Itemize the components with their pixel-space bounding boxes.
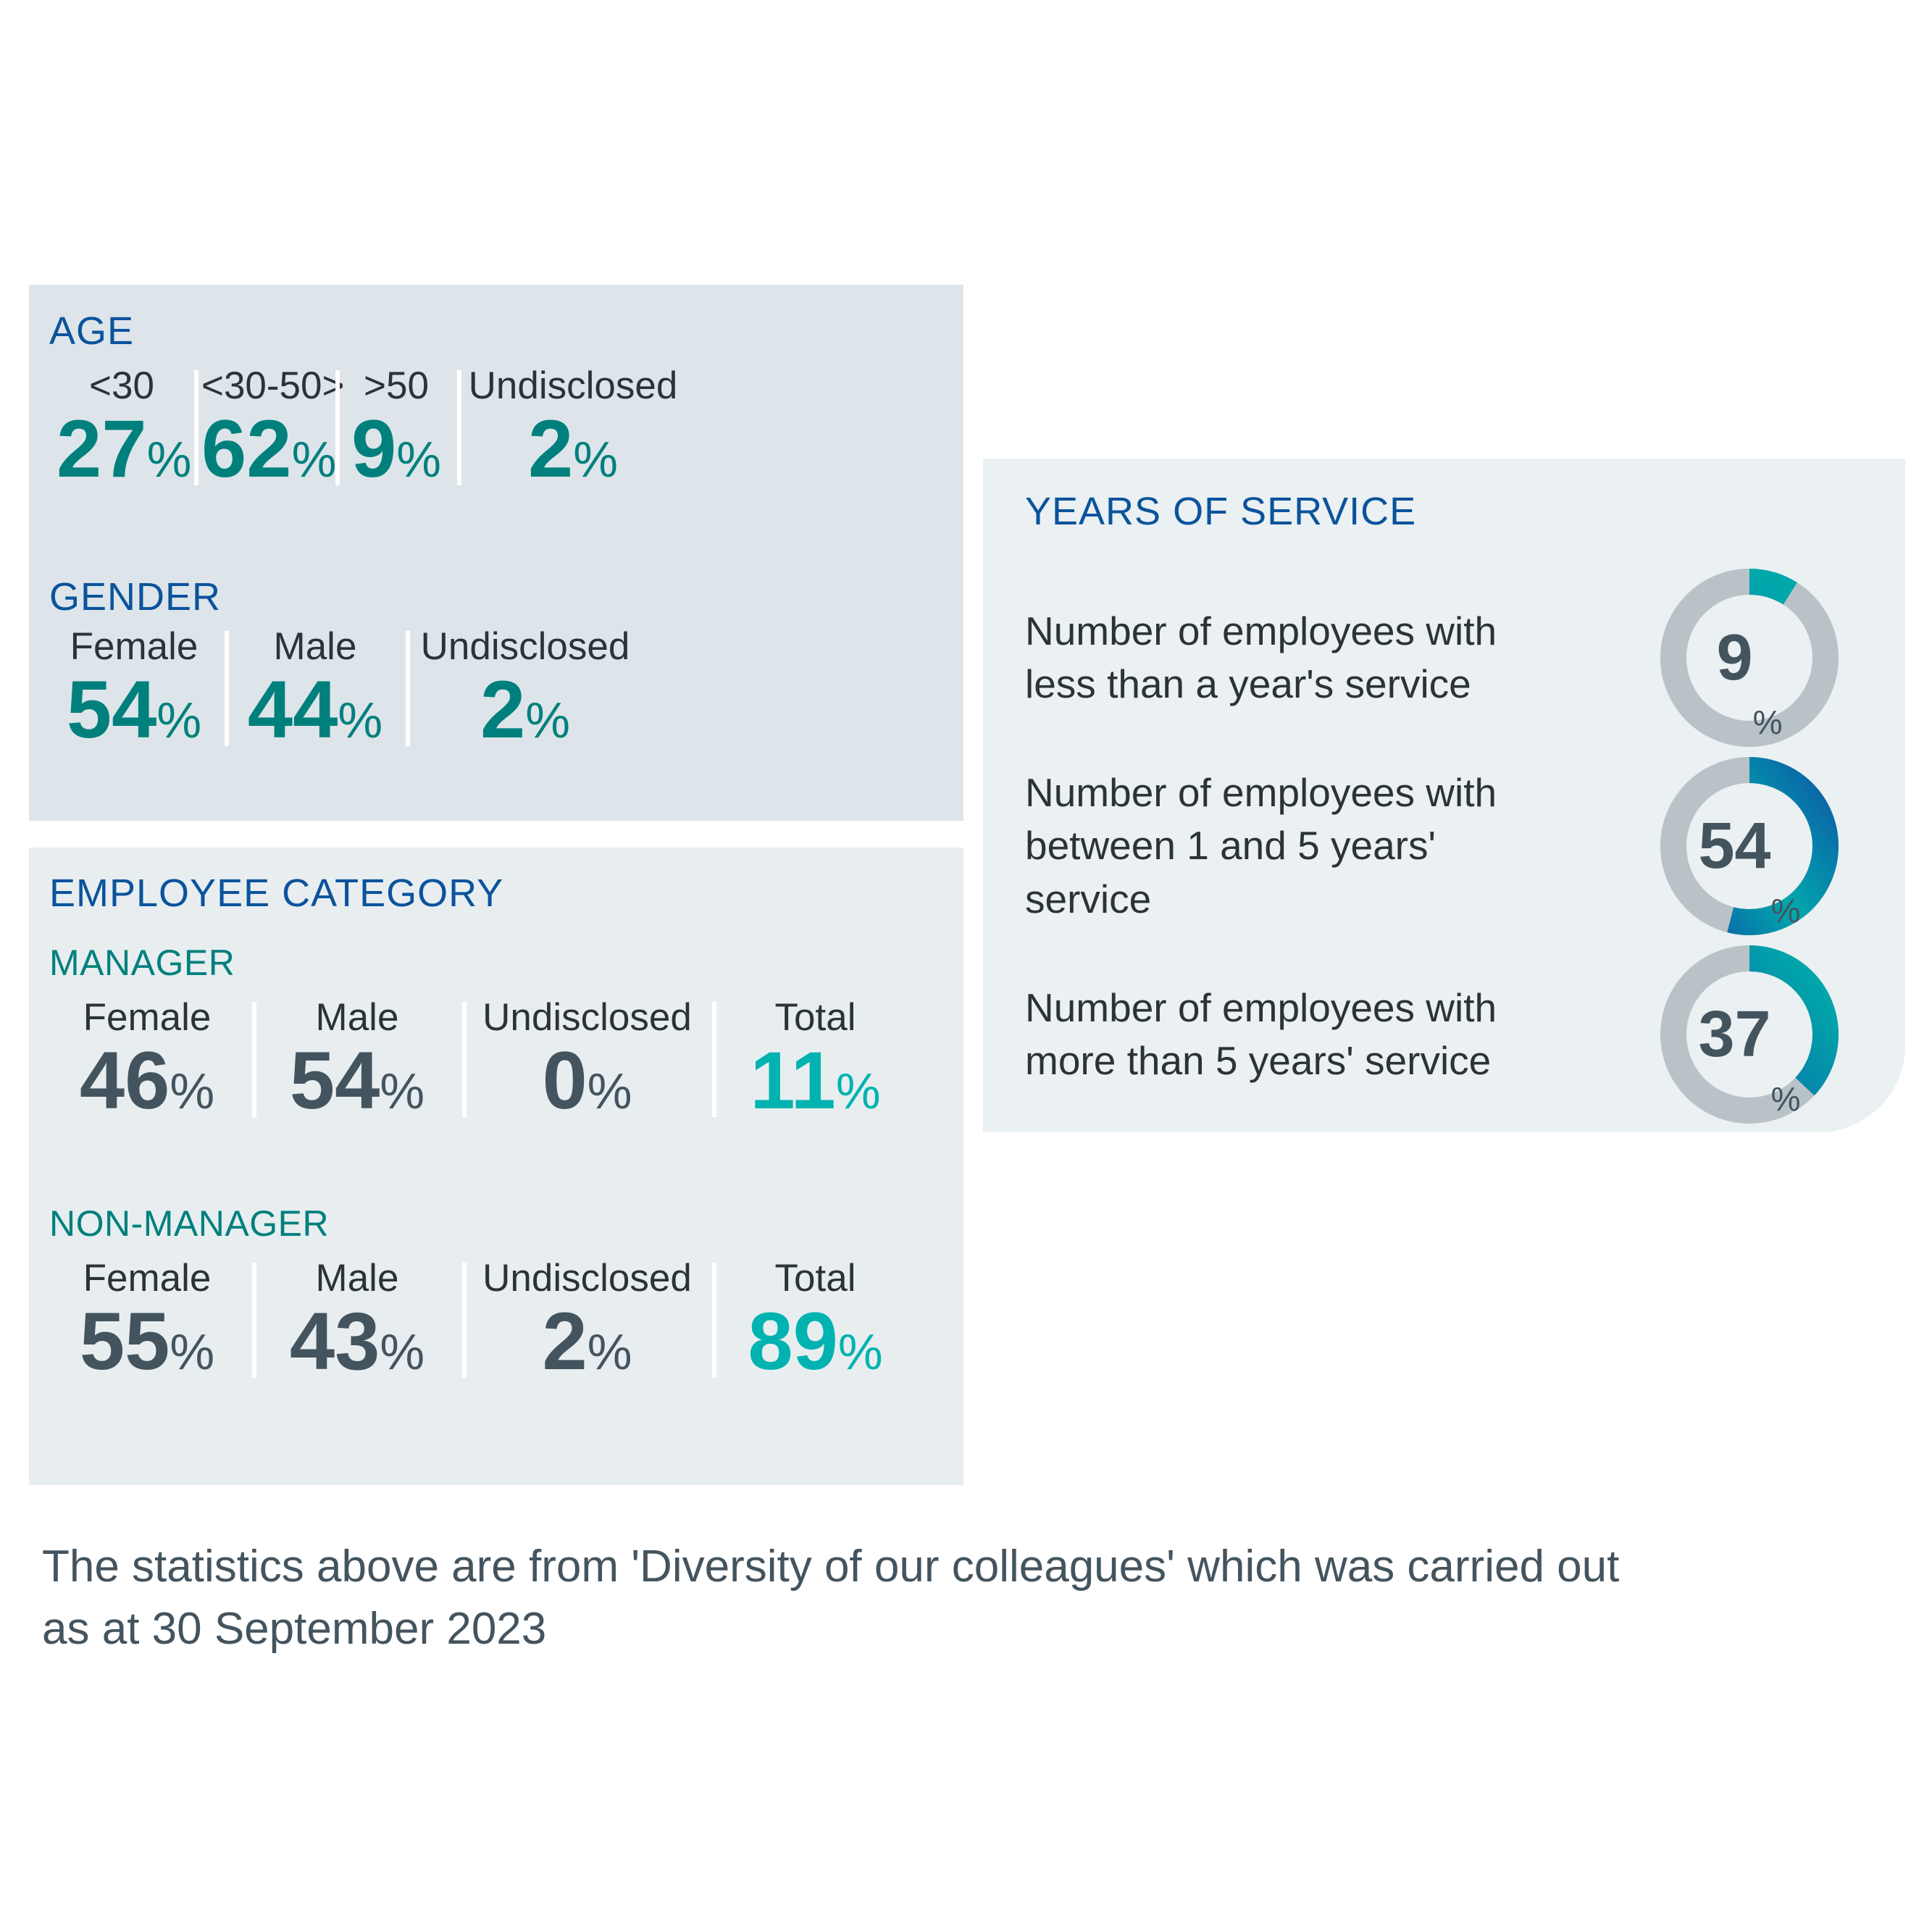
manager-cell-male: Male 54% [252, 996, 462, 1121]
gender-heading: GENDER [49, 575, 222, 619]
non-manager-label-male: Male [315, 1257, 399, 1300]
footer-note: The statistics above are from 'Diversity… [42, 1536, 1868, 1660]
non-manager-cell-total: Total 89% [712, 1257, 919, 1382]
age-label-under30: <30 [89, 364, 154, 407]
manager-cell-total: Total 11% [712, 996, 919, 1121]
footer-line-2: as at 30 September 2023 [42, 1603, 547, 1654]
service-row-more-than-five-years: Number of employees with more than 5 yea… [1025, 940, 1844, 1129]
manager-value-total: 11% [750, 1034, 881, 1126]
manager-cell-undisclosed: Undisclosed 0% [462, 996, 712, 1121]
age-value-30to50: 62% [201, 403, 337, 494]
manager-heading: MANAGER [49, 942, 235, 983]
manager-cell-female: Female 46% [42, 996, 252, 1121]
donut-value: 54 [1698, 810, 1771, 882]
age-value-undisclosed: 2% [527, 403, 619, 494]
age-value-under30: 27% [57, 403, 192, 494]
donut-svg [1660, 945, 1839, 1124]
service-line-2: more than 5 years' service [1025, 1038, 1492, 1083]
age-label-undisclosed: Undisclosed [468, 364, 678, 407]
service-text-less-than-one-year: Number of employees with less than a yea… [1025, 605, 1497, 711]
donut-svg [1660, 757, 1839, 935]
service-line-1: Number of employees with [1025, 608, 1497, 653]
manager-stat-row: Female 46% Male 54% Undisclosed 0% Total… [42, 996, 919, 1121]
gender-value-undisclosed: 2% [480, 664, 571, 755]
donut-svg [1660, 569, 1839, 747]
age-label-30to50: <30-50> [201, 364, 345, 407]
donut-value: 37 [1698, 998, 1771, 1071]
employee-category-heading: EMPLOYEE CATEGORY [49, 871, 504, 915]
manager-value-female: 46% [79, 1034, 215, 1126]
non-manager-cell-undisclosed: Undisclosed 2% [462, 1257, 712, 1382]
non-manager-label-female: Female [83, 1257, 212, 1300]
gender-label-male: Male [273, 625, 357, 668]
manager-label-undisclosed: Undisclosed [482, 996, 692, 1039]
age-cell-over50: >50 9% [335, 364, 457, 490]
donut-chart-more-than-five-years: 37% [1655, 940, 1844, 1129]
service-line-2: between 1 and 5 years' service [1025, 823, 1436, 921]
donut-value: 9 [1716, 622, 1753, 694]
service-line-1: Number of employees with [1025, 770, 1497, 816]
non-manager-value-undisclosed: 2% [542, 1295, 632, 1387]
age-cell-30to50: <30-50> 62% [194, 364, 345, 494]
gender-cell-female: Female 54% [43, 625, 225, 750]
age-heading: AGE [49, 309, 135, 353]
age-cell-undisclosed: Undisclosed 2% [457, 364, 689, 490]
gender-cell-undisclosed: Undisclosed 2% [406, 625, 645, 750]
non-manager-value-male: 43% [289, 1295, 425, 1387]
manager-label-total: Total [774, 996, 856, 1039]
donut-center-label: 37% [1655, 940, 1844, 1129]
manager-value-male: 54% [289, 1034, 425, 1126]
gender-label-undisclosed: Undisclosed [420, 625, 630, 668]
gender-label-female: Female [70, 625, 198, 668]
non-manager-cell-male: Male 43% [252, 1257, 462, 1382]
non-manager-label-total: Total [774, 1257, 856, 1300]
gender-value-female: 54% [66, 664, 202, 755]
age-label-over50: >50 [364, 364, 429, 407]
service-row-less-than-one-year: Number of employees with less than a yea… [1025, 564, 1844, 752]
years-of-service-heading: YEARS OF SERVICE [1025, 490, 1417, 533]
service-line-2: less than a year's service [1025, 661, 1471, 706]
non-manager-cell-female: Female 55% [42, 1257, 252, 1382]
gender-cell-male: Male 44% [225, 625, 406, 750]
service-row-one-to-five-years: Number of employees with between 1 and 5… [1025, 752, 1844, 940]
non-manager-value-female: 55% [79, 1295, 215, 1387]
years-of-service-panel: YEARS OF SERVICE Number of employees wit… [983, 459, 1905, 1132]
gender-stat-row: Female 54% Male 44% Undisclosed 2% [43, 625, 645, 750]
age-cell-under30: <30 27% [49, 364, 194, 490]
manager-label-male: Male [315, 996, 399, 1039]
manager-value-undisclosed: 0% [542, 1034, 632, 1126]
service-line-1: Number of employees with [1025, 984, 1497, 1030]
service-text-one-to-five-years: Number of employees with between 1 and 5… [1025, 766, 1532, 925]
gender-value-male: 44% [247, 664, 383, 755]
age-stat-row: <30 27% <30-50> 62% >50 9% Undisclosed 2… [49, 364, 689, 490]
manager-label-female: Female [83, 996, 212, 1039]
donut-chart-one-to-five-years: 54% [1655, 752, 1844, 940]
donut-percent-sign: % [1770, 1080, 1801, 1118]
donut-percent-sign: % [1770, 892, 1801, 929]
footer-line-1: The statistics above are from 'Diversity… [42, 1542, 1620, 1592]
donut-center-label: 9% [1655, 564, 1844, 752]
non-manager-label-undisclosed: Undisclosed [482, 1257, 692, 1300]
donut-center-label: 54% [1655, 752, 1844, 940]
age-gender-panel: AGE <30 27% <30-50> 62% >50 9% Undisclos… [29, 285, 963, 821]
non-manager-stat-row: Female 55% Male 43% Undisclosed 2% Total… [42, 1257, 919, 1382]
donut-percent-sign: % [1752, 703, 1783, 741]
non-manager-value-total: 89% [748, 1295, 883, 1387]
service-text-more-than-five-years: Number of employees with more than 5 yea… [1025, 982, 1497, 1087]
non-manager-heading: NON-MANAGER [49, 1203, 330, 1244]
employee-category-panel: EMPLOYEE CATEGORY MANAGER Female 46% Mal… [29, 848, 963, 1485]
age-value-over50: 9% [351, 403, 442, 494]
donut-chart-less-than-one-year: 9% [1655, 564, 1844, 752]
